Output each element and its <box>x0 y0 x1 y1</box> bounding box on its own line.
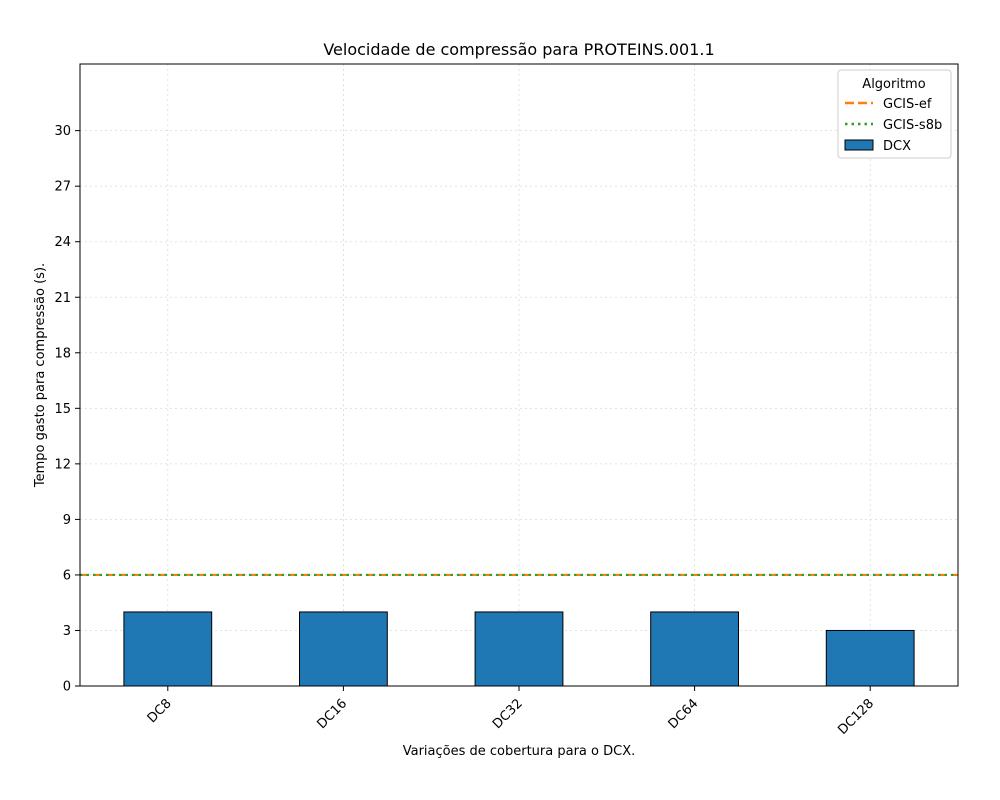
x-tick-label: DC64 <box>666 696 702 732</box>
legend: Algoritmo GCIS-ef GCIS-s8b DCX <box>837 69 952 159</box>
legend-box <box>837 69 952 159</box>
bars <box>123 611 915 687</box>
bar <box>825 629 915 687</box>
y-tick-label: 0 <box>63 680 71 695</box>
legend-label-gcis-s8b: GCIS-s8b <box>883 118 942 133</box>
x-axis-label: Variações de cobertura para o DCX. <box>403 744 636 759</box>
legend-title: Algoritmo <box>862 77 925 92</box>
y-axis: 0 3 6 9 12 15 18 21 24 27 30 <box>54 124 80 695</box>
y-tick-label: 6 <box>63 568 71 583</box>
bar <box>650 611 740 687</box>
bar <box>123 611 213 687</box>
chart-title: Velocidade de compressão para PROTEINS.0… <box>323 40 714 59</box>
y-tick-label: 21 <box>54 291 71 306</box>
y-tick-label: 18 <box>54 346 71 361</box>
grid <box>80 64 958 687</box>
y-axis-label: Tempo gasto para compressão (s). <box>33 263 48 488</box>
legend-label-dcx: DCX <box>883 139 911 154</box>
y-tick-label: 24 <box>54 235 71 250</box>
legend-label-gcis-ef: GCIS-ef <box>883 97 932 112</box>
x-tick-label: DC8 <box>145 696 175 726</box>
x-tick-label: DC32 <box>490 696 526 732</box>
y-tick-label: 30 <box>54 124 71 139</box>
y-tick-label: 3 <box>63 624 71 639</box>
y-tick-label: 12 <box>54 457 71 472</box>
y-tick-label: 15 <box>54 402 71 417</box>
bar <box>299 611 388 687</box>
x-axis: DC8 DC16 DC32 DC64 DC128 <box>145 686 877 738</box>
y-tick-label: 9 <box>63 513 71 528</box>
x-tick-label: DC16 <box>314 696 350 732</box>
y-tick-label: 27 <box>54 180 71 195</box>
x-tick-label: DC128 <box>835 696 877 738</box>
legend-swatch-dcx <box>844 139 874 151</box>
bar <box>474 611 564 687</box>
